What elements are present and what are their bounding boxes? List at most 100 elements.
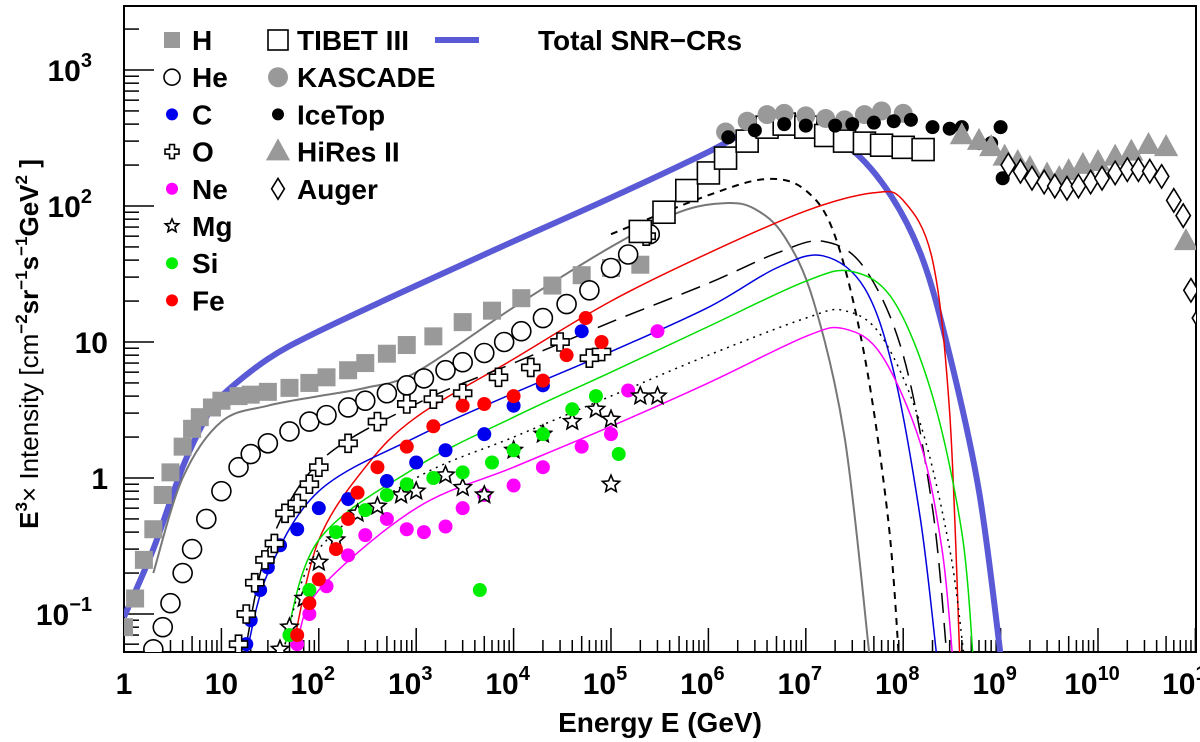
point-he: [143, 639, 164, 652]
x-tick-label: 1: [116, 668, 133, 701]
point-si: [426, 471, 441, 485]
point-o: [244, 572, 265, 593]
x-tick-label: 10: [205, 668, 238, 701]
point-o: [396, 394, 417, 414]
point-auger: [1000, 151, 1017, 179]
x-tick-labels: 1 10 102 103 104 105 106 107 108 109 1010 1011: [116, 663, 1200, 701]
legend-label: H: [192, 25, 212, 56]
point-ne: [399, 522, 414, 537]
point-icetop: [942, 121, 957, 136]
point-fe: [350, 485, 365, 500]
point-si: [379, 487, 394, 502]
point-o: [236, 604, 257, 624]
point-si: [472, 583, 487, 598]
point-mg: [366, 495, 388, 516]
point-he: [511, 320, 532, 342]
point-auger: [1093, 165, 1111, 192]
point-auger: [1012, 158, 1029, 185]
y-tick-label: 1: [91, 463, 108, 496]
point-ne: [302, 607, 317, 621]
point-h: [453, 313, 472, 332]
legend-label: HiRes II: [297, 137, 400, 168]
point-kascade: [757, 105, 777, 125]
x-tick-label: 104: [485, 663, 530, 701]
point-icetop: [845, 117, 860, 132]
point-he: [617, 244, 639, 265]
legend-label: Mg: [192, 211, 232, 242]
legend-marker-h: [164, 32, 180, 48]
point-fe: [399, 439, 414, 454]
legend-label: IceTop: [297, 99, 385, 130]
point-he: [228, 456, 249, 478]
point-icetop: [777, 117, 792, 132]
point-fe: [477, 397, 492, 412]
point-icetop: [866, 115, 881, 130]
point-ne: [506, 478, 521, 493]
point-c: [506, 398, 521, 413]
point-ne: [574, 439, 589, 454]
point-si: [535, 427, 550, 442]
legend-label: Fe: [192, 285, 225, 316]
x-tick-label: 103: [388, 663, 433, 701]
point-icetop: [886, 114, 901, 129]
y-tick-label: 102: [48, 186, 93, 224]
point-hires-ii: [979, 134, 1004, 157]
point-h: [173, 437, 192, 456]
point-hires-ii: [1119, 138, 1144, 161]
point-h: [377, 344, 396, 363]
point-o: [423, 389, 444, 409]
y-axis-label: E3× Intensity [cm−2sr−1s−1GeV2 ]: [12, 159, 44, 529]
point-tibet-iii: [628, 219, 653, 244]
x-tick-label: 107: [778, 663, 823, 701]
point-mg: [600, 473, 622, 494]
point-auger: [1119, 156, 1136, 183]
x-tick-label: 1010: [1064, 663, 1120, 701]
point-si: [506, 443, 521, 458]
point-c: [290, 522, 305, 537]
point-kascade: [872, 101, 892, 121]
point-he: [452, 351, 473, 373]
point-h: [482, 301, 501, 320]
point-mg: [473, 483, 495, 505]
point-c: [477, 427, 492, 442]
point-hires-ii: [1173, 228, 1196, 251]
point-ne: [379, 511, 394, 526]
x-axis-label: Energy E (GeV): [558, 707, 762, 738]
point-tibet-iii: [911, 137, 935, 162]
point-ne: [604, 427, 618, 442]
point-h: [300, 373, 319, 392]
point-ne: [650, 324, 665, 339]
legend-label: O: [192, 137, 214, 168]
x-tick-label: 1011: [1162, 663, 1200, 701]
point-he: [299, 411, 320, 432]
legend-marker-fe: [166, 294, 178, 307]
point-he: [376, 382, 398, 404]
point-fe: [370, 460, 385, 475]
point-si: [399, 477, 414, 492]
point-ne: [455, 501, 470, 516]
point-he: [196, 508, 217, 530]
y-tick-label: 10: [75, 327, 108, 360]
point-h: [144, 520, 163, 539]
legend-marker-tibet-iii: [267, 29, 289, 51]
point-he: [316, 404, 337, 426]
point-h: [153, 485, 172, 504]
point-h: [397, 336, 416, 355]
point-ne: [358, 528, 373, 543]
point-si: [484, 455, 499, 470]
point-auger: [1046, 172, 1063, 200]
point-he: [493, 331, 515, 353]
point-tibet-iii: [891, 135, 916, 160]
point-h: [258, 382, 277, 401]
point-he: [354, 390, 376, 412]
point-si: [328, 525, 343, 540]
point-auger: [1165, 187, 1182, 214]
point-he: [160, 592, 181, 614]
point-h: [212, 391, 231, 410]
point-o: [591, 341, 612, 362]
point-auger: [1141, 158, 1158, 185]
curve-ne-model: [296, 326, 953, 652]
point-fe: [535, 373, 550, 388]
point-icetop: [993, 120, 1008, 135]
legend-marker-hires-ii: [265, 138, 291, 161]
